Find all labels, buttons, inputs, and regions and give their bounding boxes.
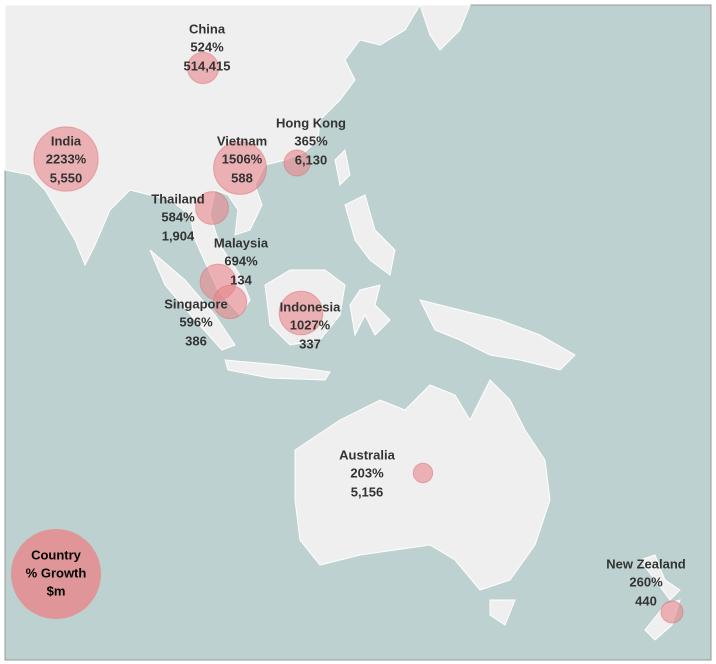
amount-label: 337 bbox=[299, 336, 321, 351]
land bbox=[4, 4, 681, 641]
legend-label: $m bbox=[47, 583, 66, 598]
bubble bbox=[33, 126, 99, 192]
legend-bubble bbox=[11, 529, 101, 619]
country-label: New Zealand bbox=[606, 556, 686, 571]
legend-label: Country bbox=[31, 547, 82, 562]
bubble bbox=[212, 284, 248, 320]
country-label: Hong Kong bbox=[276, 115, 346, 130]
amount-label: 440 bbox=[635, 593, 657, 608]
country-label: Malaysia bbox=[214, 235, 269, 250]
bubble bbox=[278, 290, 324, 336]
bubble bbox=[186, 51, 220, 85]
growth-label: 365% bbox=[294, 133, 328, 148]
growth-label: 524% bbox=[190, 39, 224, 54]
bubble bbox=[412, 462, 434, 484]
growth-label: 1027% bbox=[290, 317, 331, 332]
growth-label: 2233% bbox=[46, 151, 87, 166]
growth-label: 694% bbox=[224, 253, 258, 268]
country-label: Thailand bbox=[151, 191, 205, 206]
amount-label: 588 bbox=[231, 170, 253, 185]
legend-label: % Growth bbox=[26, 565, 87, 580]
country-label: Indonesia bbox=[280, 299, 341, 314]
country-label: Australia bbox=[339, 447, 395, 462]
country-label: Singapore bbox=[164, 296, 228, 311]
growth-label: 584% bbox=[161, 209, 195, 224]
country-label: China bbox=[189, 21, 226, 36]
bubble bbox=[195, 191, 229, 225]
country-label: India bbox=[51, 133, 82, 148]
bubble bbox=[213, 141, 267, 195]
legend: Country % Growth $m bbox=[11, 529, 101, 619]
growth-label: 596% bbox=[179, 314, 213, 329]
amount-label: 5,156 bbox=[351, 484, 384, 499]
amount-label: 134 bbox=[230, 272, 252, 287]
growth-label: 1506% bbox=[222, 151, 263, 166]
bubble bbox=[660, 600, 684, 624]
amount-label: 5,550 bbox=[50, 170, 83, 185]
amount-label: 514,415 bbox=[184, 58, 231, 73]
bubble bbox=[283, 149, 311, 177]
growth-label: 203% bbox=[350, 465, 384, 480]
amount-label: 6,130 bbox=[295, 152, 328, 167]
growth-label: 260% bbox=[629, 574, 663, 589]
amount-label: 386 bbox=[185, 333, 207, 348]
amount-label: 1,904 bbox=[162, 228, 195, 243]
country-label: Vietnam bbox=[217, 133, 267, 148]
